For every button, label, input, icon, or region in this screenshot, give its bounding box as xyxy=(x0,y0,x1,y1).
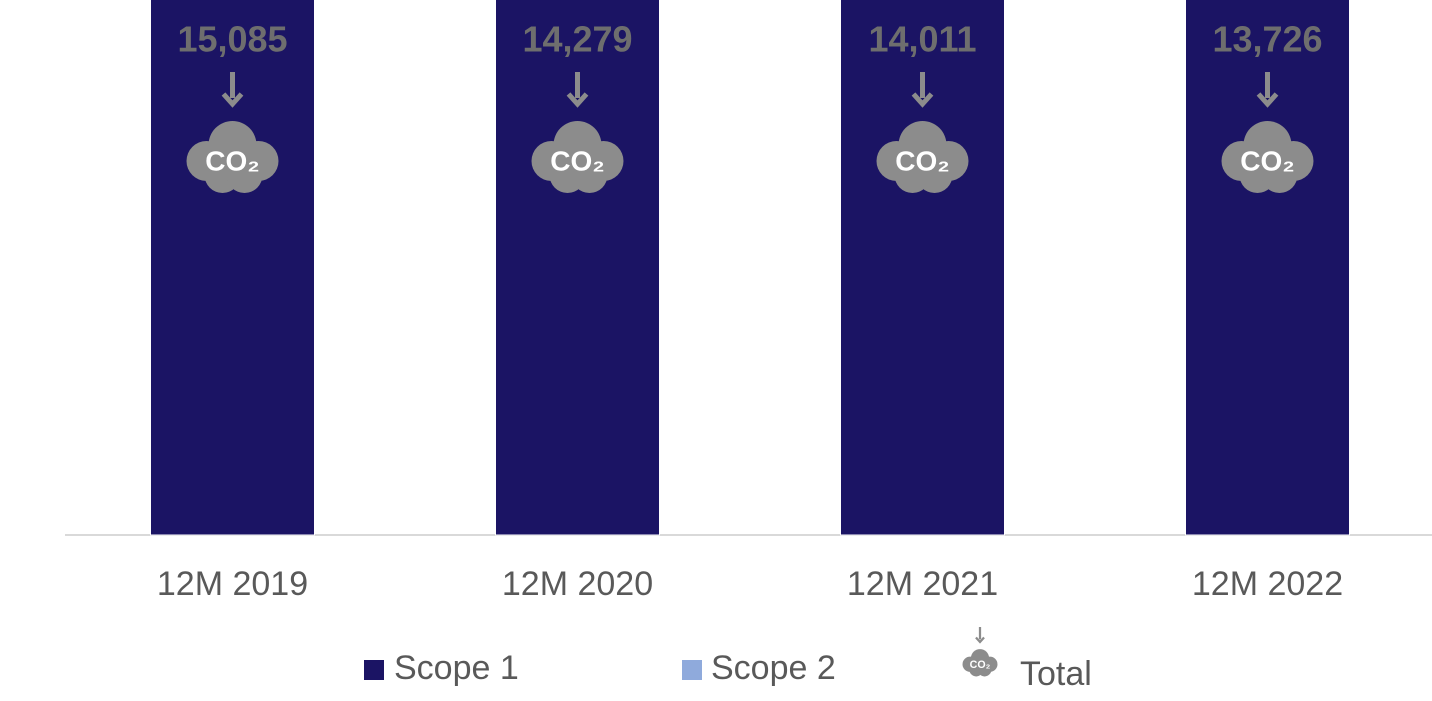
arrow-head xyxy=(1256,92,1279,108)
legend-label: Scope 2 xyxy=(711,649,836,687)
co2-icon: CO₂ xyxy=(186,121,279,193)
total-label: 14,011 xyxy=(868,19,976,60)
co2-icon: CO₂ xyxy=(1221,121,1314,193)
cloud-part xyxy=(226,157,263,193)
co2-icon: CO₂ xyxy=(876,121,969,193)
co2-icon: CO₂ xyxy=(531,121,624,193)
co2-icon: CO₂ xyxy=(962,649,998,677)
legend-swatch xyxy=(364,660,384,680)
arrow-head xyxy=(566,92,589,108)
total-label: 13,726 xyxy=(1212,19,1322,60)
total-label: 15,085 xyxy=(177,19,287,60)
legend-swatch xyxy=(682,660,702,680)
cloud-part xyxy=(1261,157,1298,193)
x-tick-label: 12M 2021 xyxy=(847,565,998,603)
x-tick-label: 12M 2020 xyxy=(502,565,653,603)
legend-label: Total xyxy=(1020,655,1092,693)
x-tick-label: 12M 2019 xyxy=(157,565,308,603)
icon-label: CO₂ xyxy=(205,145,259,176)
total-label: 14,279 xyxy=(522,19,632,60)
icon-label: CO₂ xyxy=(550,145,604,176)
icon-label: CO₂ xyxy=(970,659,991,671)
x-tick-label: 12M 2022 xyxy=(1192,565,1343,603)
arrow-head xyxy=(221,92,244,108)
cloud-part xyxy=(977,662,992,677)
arrow-head xyxy=(975,636,985,644)
legend-label: Scope 1 xyxy=(394,649,519,687)
icon-label: CO₂ xyxy=(1240,145,1294,176)
arrow-head xyxy=(911,92,934,108)
cloud-part xyxy=(571,157,608,193)
icon-label: CO₂ xyxy=(895,145,949,176)
cloud-part xyxy=(916,157,953,193)
